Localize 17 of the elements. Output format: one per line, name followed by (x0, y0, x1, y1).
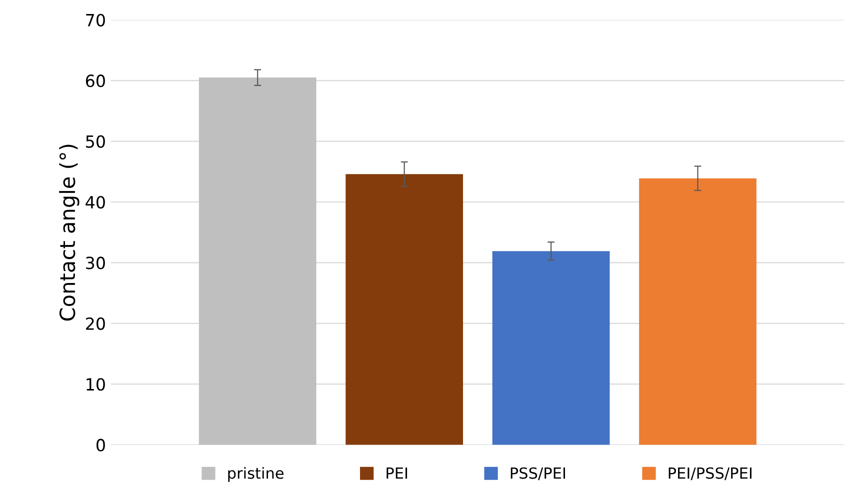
bar (346, 174, 464, 445)
legend-label: PEI/PSS/PEI (668, 467, 752, 480)
y-tick-label: 30 (86, 256, 105, 270)
legend-label: PEI (386, 468, 408, 479)
bar (198, 78, 316, 445)
legend-label: pristine (228, 467, 284, 482)
y-tick-label: 70 (86, 14, 105, 26)
y-tick-label: 50 (86, 135, 105, 148)
y-tick-label: 10 (86, 378, 105, 391)
legend-label: PSS/PEI (510, 467, 565, 480)
y-tick-label: 20 (86, 317, 105, 330)
bar (639, 178, 756, 445)
y-axis-title: Contact angle (°) (59, 144, 80, 321)
bar (492, 251, 610, 445)
y-tick-label: 60 (86, 74, 105, 88)
y-tick-label: 0 (96, 438, 105, 452)
y-tick-label: 40 (86, 196, 105, 209)
